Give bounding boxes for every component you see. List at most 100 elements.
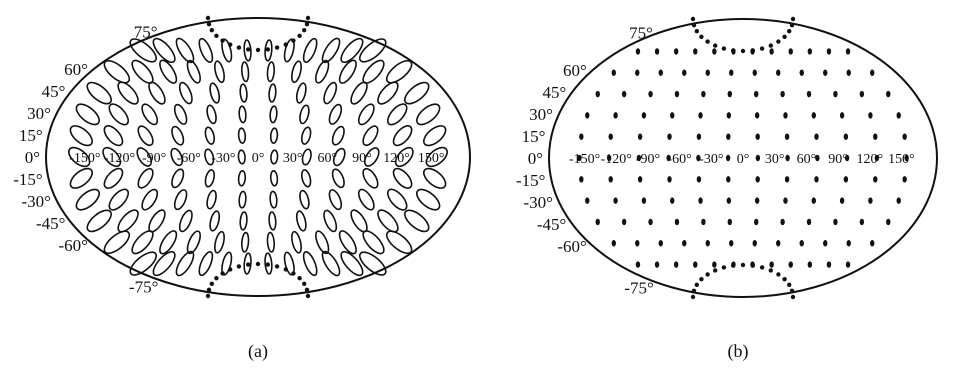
indicatrix-ellipse [302, 251, 318, 277]
polar-cap-dot [694, 282, 699, 287]
indicatrix-dot [682, 240, 687, 247]
lat-label: 60° [563, 61, 587, 80]
lat-label: -15° [516, 171, 545, 190]
indicatrix-ellipse [392, 167, 413, 189]
map-outline-b [548, 18, 938, 298]
lon-label: 60° [317, 151, 337, 166]
indicatrix-dot [608, 133, 613, 140]
indicatrix-ellipse [394, 146, 414, 168]
polar-cap-dot [790, 294, 796, 300]
indicatrix-dot [726, 176, 731, 183]
lon-label: 0° [737, 152, 750, 167]
indicatrix-ellipse [392, 125, 413, 147]
indicatrix-dot [641, 197, 647, 204]
indicatrix-dot [606, 154, 612, 162]
lon-label: 0° [252, 151, 265, 166]
indicatrix-ellipse [175, 250, 195, 277]
indicatrix-ellipse [385, 230, 413, 255]
polar-cap-dot [691, 288, 697, 293]
indicatrix-dot [823, 240, 828, 247]
indicatrix-ellipse [386, 188, 408, 211]
polar-cap-dot [731, 263, 736, 268]
indicatrix-ellipse [209, 82, 221, 104]
indicatrix-dot [637, 176, 643, 183]
caption-b: (b) [728, 341, 749, 362]
indicatrix-dot [667, 176, 672, 183]
indicatrix-dot [648, 218, 653, 226]
indicatrix-dot [635, 48, 641, 55]
indicatrix-ellipse [385, 59, 413, 84]
indicatrix-ellipse [173, 189, 188, 211]
indicatrix-ellipse [171, 168, 185, 189]
indicatrix-dot [595, 90, 600, 98]
indicatrix-dot [784, 133, 790, 140]
polar-cap-dot [790, 16, 796, 22]
lon-label: -30° [211, 151, 235, 166]
polar-cap-dot [740, 262, 746, 268]
latitude-labels-b: 60° 45° 30° 15° 0° -15° -30° -45° -60° 75° -75° [516, 23, 654, 297]
lon-label: 90° [828, 152, 848, 167]
indicatrix-ellipse [103, 59, 131, 84]
indicatrix-ellipse [291, 60, 302, 84]
indicatrix-dot [868, 112, 873, 119]
polar-cap-dot [297, 33, 302, 38]
indicatrix-ellipse [315, 59, 330, 84]
indicatrix-ellipse [300, 126, 312, 145]
indicatrix-dot [843, 176, 849, 183]
indicatrix-ellipse [269, 105, 278, 124]
polar-cap-dot [283, 42, 288, 47]
lat-label: 60° [64, 60, 88, 79]
indicatrix-dot [674, 90, 680, 98]
indicatrix-dot [705, 240, 710, 247]
distortion-markers-b [577, 16, 909, 300]
lat-label: -15° [13, 170, 42, 189]
indicatrix-dot [696, 176, 702, 183]
indicatrix-dot [696, 133, 702, 140]
indicatrix-dot [799, 69, 804, 76]
indicatrix-ellipse [328, 103, 343, 125]
polar-cap-dot [690, 294, 696, 300]
indicatrix-dot [780, 218, 785, 226]
indicatrix-ellipse [206, 104, 217, 125]
indicatrix-dot [754, 197, 760, 204]
indicatrix-ellipse [148, 209, 166, 233]
polar-cap-dot [209, 28, 214, 33]
indicatrix-dot [902, 176, 907, 183]
indicatrix-dot [666, 154, 671, 162]
lon-label: -150° [69, 151, 100, 166]
polar-cap-dot [302, 281, 307, 286]
indicatrix-ellipse [362, 59, 385, 84]
indicatrix-dot [608, 176, 613, 183]
lon-label: 150° [418, 151, 445, 166]
indicatrix-dot [845, 261, 851, 268]
indicatrix-ellipse [264, 252, 273, 275]
lon-label: -60° [177, 151, 201, 166]
indicatrix-dot [729, 69, 734, 76]
polar-cap-dot [787, 282, 792, 287]
indicatrix-ellipse [75, 188, 100, 211]
indicatrix-ellipse [358, 38, 387, 63]
indicatrix-dot [755, 154, 761, 162]
indicatrix-dot [670, 112, 675, 119]
indicatrix-dot [839, 197, 845, 204]
indicatrix-dot [712, 48, 717, 55]
indicatrix-ellipse [404, 81, 430, 105]
indicatrix-ellipse [323, 81, 338, 105]
indicatrix-ellipse [377, 209, 399, 233]
indicatrix-dot [785, 154, 790, 162]
indicatrix-ellipse [362, 167, 379, 189]
indicatrix-dot [806, 218, 812, 226]
indicatrix-ellipse [423, 167, 447, 189]
indicatrix-dot [613, 112, 618, 119]
longitude-labels-a: -150° -120° -90° -60° -30° 0° 30° 60° 90° 120° 150… [69, 151, 444, 166]
indicatrix-ellipse [86, 81, 112, 105]
polar-cap-dot [305, 293, 311, 299]
lon-label: 90° [352, 151, 372, 166]
polar-cap-dot [705, 272, 710, 277]
polar-cap-dot [705, 39, 710, 44]
indicatrix-ellipse [423, 125, 447, 147]
indicatrix-dot [754, 90, 759, 98]
indicatrix-ellipse [416, 103, 441, 126]
lat-label: -60° [557, 237, 586, 256]
